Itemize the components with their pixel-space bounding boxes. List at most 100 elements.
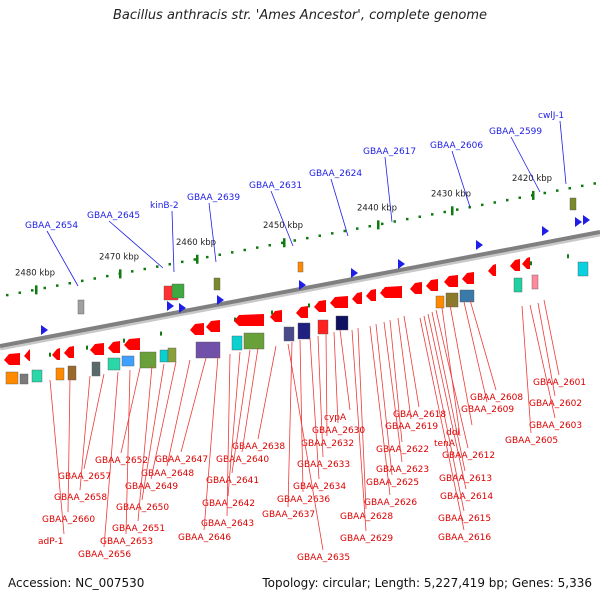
feature-block: [297, 261, 304, 273]
reverse-gene-label: GBAA_2626: [364, 498, 417, 508]
reverse-gene-label: GBAA_2649: [125, 482, 178, 492]
forward-gene-label: GBAA_2617: [363, 147, 416, 157]
feature-block: [445, 292, 459, 308]
minor-tick: [256, 246, 259, 249]
reverse-gene-label: GBAA_2628: [340, 512, 393, 522]
reverse-leader-line: [231, 349, 251, 474]
feature-block: [577, 261, 589, 277]
feature-block: [91, 361, 101, 377]
major-tick: [196, 254, 199, 264]
minor-tick: [581, 184, 584, 188]
reverse-leader-line: [125, 369, 131, 535]
minor-tick: [281, 241, 284, 245]
reverse-gene-arrow: [488, 264, 496, 276]
reverse-leader-line: [309, 337, 320, 480]
reverse-gene-label: GBAA_2640: [216, 455, 269, 465]
major-tick: [35, 285, 38, 295]
reverse-leader-line: [241, 347, 259, 453]
inner-tick: [567, 254, 569, 259]
inner-tick: [271, 310, 273, 315]
reverse-leader-line: [141, 363, 165, 501]
minor-tick: [293, 239, 296, 242]
feature-block: [513, 277, 523, 293]
reverse-gene-arrow: [426, 279, 438, 291]
forward-gene-arrow: [41, 325, 48, 335]
feature-block: [171, 283, 185, 299]
inner-tick: [49, 352, 51, 357]
minor-tick: [356, 227, 359, 230]
reverse-gene-label: GBAA_2618: [393, 410, 446, 420]
reverse-gene-label: GBAA_2633: [297, 460, 350, 470]
minor-tick: [343, 229, 346, 233]
forward-gene-label: GBAA_2639: [187, 193, 240, 203]
reverse-gene-label: GBAA_2650: [116, 503, 169, 513]
feature-block: [19, 373, 29, 385]
feature-block: [5, 371, 19, 385]
minor-tick: [81, 279, 84, 283]
minor-tick: [143, 267, 146, 271]
reverse-leader-line: [431, 311, 466, 472]
feature-block: [139, 351, 157, 369]
reverse-gene-label: GBAA_2625: [366, 478, 419, 488]
reverse-leader-line: [83, 373, 105, 470]
forward-leader-line: [451, 150, 471, 208]
reverse-leader-line: [435, 309, 469, 449]
forward-leader-line: [559, 120, 567, 185]
minor-tick: [556, 189, 559, 192]
minor-tick: [431, 213, 434, 216]
reverse-leader-line: [357, 327, 367, 510]
reverse-gene-arrow: [90, 343, 104, 355]
reverse-gene-label: tenA: [434, 439, 456, 449]
reverse-leader-line: [137, 365, 153, 522]
minor-tick: [6, 293, 9, 297]
reverse-leader-line: [317, 335, 324, 458]
reverse-leader-line: [226, 353, 231, 517]
feature-block: [213, 277, 221, 291]
scale-label: 2450 kbp: [263, 221, 303, 231]
reverse-gene-arrow: [522, 257, 530, 269]
forward-gene-arrow: [351, 268, 358, 278]
reverse-gene-arrow: [108, 341, 120, 353]
reverse-gene-label: GBAA_2601: [533, 378, 586, 388]
reverse-gene-label: GBAA_2634: [293, 482, 346, 492]
reverse-leader-line: [203, 355, 219, 531]
reverse-leader-line: [325, 333, 328, 437]
reverse-leader-line: [120, 367, 141, 454]
feature-block: [569, 197, 577, 211]
reverse-leader-line: [449, 304, 473, 426]
minor-tick: [331, 232, 334, 235]
reverse-gene-label: GBAA_2647: [155, 455, 208, 465]
reverse-leader-line: [49, 379, 65, 535]
major-tick: [119, 269, 122, 279]
forward-leader-line: [171, 210, 175, 273]
minor-tick: [168, 262, 171, 266]
feature-block: [297, 322, 311, 340]
minor-tick: [68, 281, 71, 285]
forward-gene-arrow: [217, 295, 224, 305]
reverse-gene-arrow: [4, 353, 20, 365]
reverse-leader-line: [537, 302, 556, 397]
reverse-leader-line: [333, 331, 339, 424]
reverse-leader-line: [383, 321, 403, 463]
reverse-gene-label: GBAA_2603: [529, 421, 582, 431]
reverse-leader-line: [150, 361, 177, 480]
reverse-gene-arrow: [296, 306, 308, 318]
forward-gene-label: GBAA_2631: [249, 181, 302, 191]
reverse-gene-label: adP-1: [38, 537, 63, 547]
minor-tick: [268, 243, 271, 247]
reverse-gene-arrow: [24, 349, 30, 361]
reverse-gene-label: GBAA_2648: [141, 469, 194, 479]
forward-leader-line: [384, 156, 393, 223]
forward-leader-line: [330, 178, 349, 237]
reverse-leader-line: [397, 317, 412, 420]
reverse-gene-label: GBAA_2602: [529, 399, 582, 409]
reverse-leader-line: [389, 319, 403, 443]
feature-block: [77, 299, 85, 315]
reverse-leader-line: [403, 315, 420, 408]
reverse-gene-arrow: [510, 259, 520, 271]
minor-tick: [93, 277, 96, 280]
forward-gene-arrow: [583, 215, 590, 225]
reverse-gene-arrow: [314, 300, 326, 312]
reverse-leader-line: [180, 357, 207, 453]
